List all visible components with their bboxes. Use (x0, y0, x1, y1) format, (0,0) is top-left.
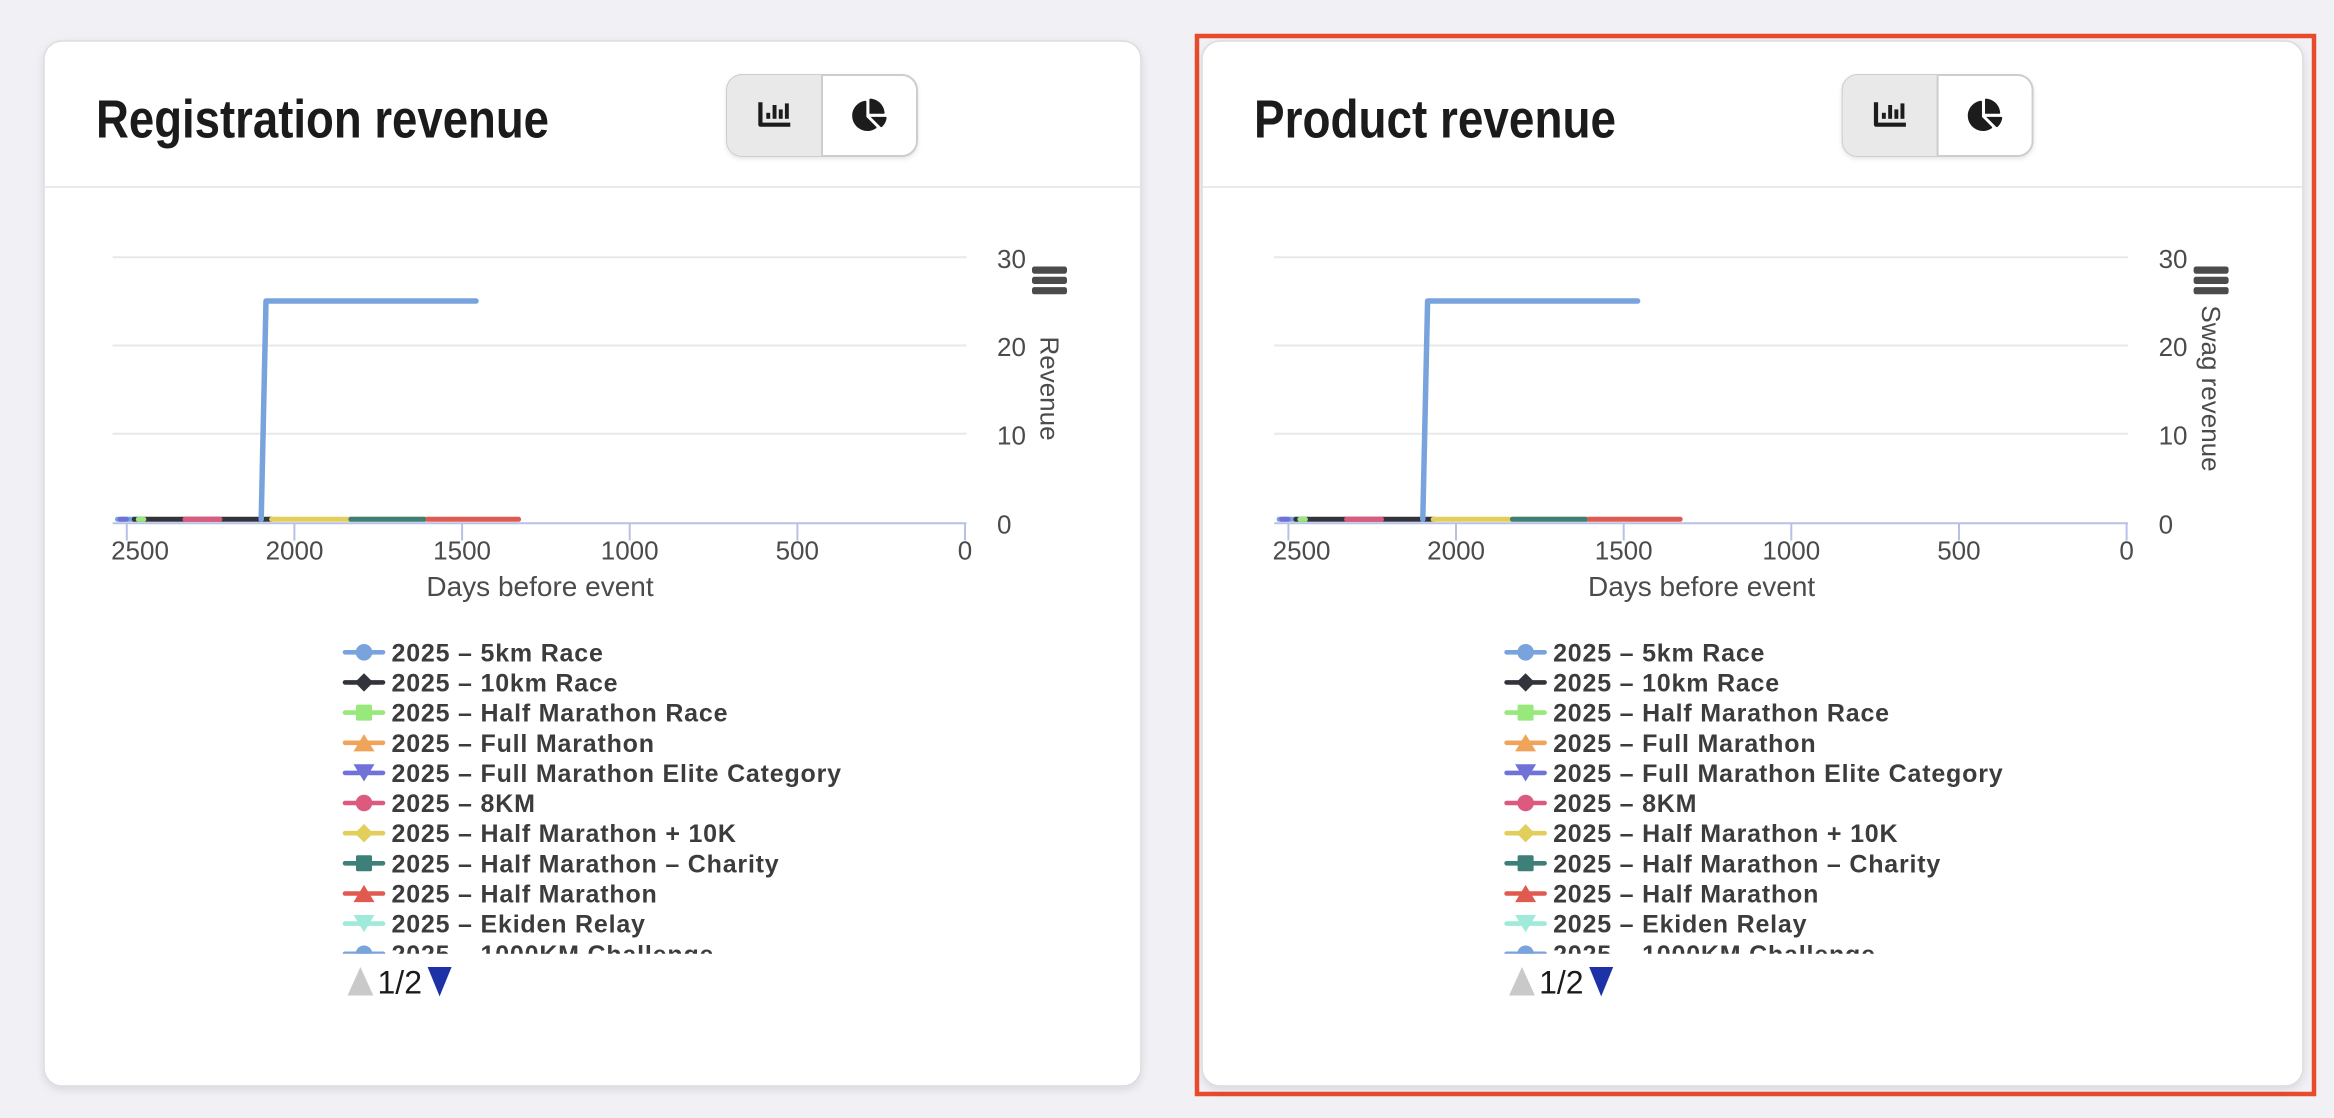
svg-text:1500: 1500 (1595, 536, 1653, 566)
svg-text:1000: 1000 (601, 536, 659, 566)
svg-text:2025 – Full Marathon: 2025 – Full Marathon (1553, 730, 1816, 758)
svg-text:2025 – Half Marathon – Charity: 2025 – Half Marathon – Charity (392, 850, 780, 878)
svg-text:2025 – 5km Race: 2025 – 5km Race (1553, 639, 1765, 667)
svg-text:30: 30 (997, 244, 1026, 274)
svg-text:2025 – 1000KM Challenge: 2025 – 1000KM Challenge (392, 941, 715, 969)
svg-text:2025 – 5km Race: 2025 – 5km Race (392, 639, 604, 667)
svg-text:500: 500 (1937, 536, 1980, 566)
svg-text:0: 0 (2119, 536, 2133, 566)
svg-text:500: 500 (776, 536, 819, 566)
svg-text:2025 – Half Marathon Race: 2025 – Half Marathon Race (1553, 700, 1890, 728)
svg-text:20: 20 (2159, 332, 2188, 362)
svg-text:0: 0 (2159, 510, 2173, 540)
svg-text:Registration revenue: Registration revenue (96, 90, 549, 150)
svg-text:2025 – Full Marathon Elite Cat: 2025 – Full Marathon Elite Category (1553, 760, 2003, 788)
svg-text:2025 – 10km Race: 2025 – 10km Race (1553, 669, 1780, 697)
svg-text:0: 0 (958, 536, 972, 566)
svg-text:0: 0 (997, 510, 1011, 540)
svg-text:2025 – Half Marathon + 10K: 2025 – Half Marathon + 10K (1553, 820, 1898, 848)
svg-text:2000: 2000 (266, 536, 324, 566)
svg-text:1/2: 1/2 (378, 965, 422, 1001)
svg-text:Days before event: Days before event (1588, 571, 1815, 602)
svg-text:2500: 2500 (111, 536, 169, 566)
svg-text:2500: 2500 (1273, 536, 1331, 566)
svg-text:2025 – Half Marathon Race: 2025 – Half Marathon Race (392, 700, 729, 728)
svg-text:Swag revenue: Swag revenue (2196, 305, 2226, 471)
svg-text:2025 – Half Marathon: 2025 – Half Marathon (392, 881, 658, 909)
svg-text:20: 20 (997, 332, 1026, 362)
svg-text:30: 30 (2159, 244, 2188, 274)
svg-text:2025 – 8KM: 2025 – 8KM (392, 790, 536, 818)
svg-text:2025 – 1000KM Challenge: 2025 – 1000KM Challenge (1553, 941, 1876, 969)
svg-text:2025 – 10km Race: 2025 – 10km Race (392, 669, 619, 697)
svg-text:10: 10 (2159, 420, 2188, 450)
svg-text:Revenue: Revenue (1035, 336, 1065, 440)
svg-text:1500: 1500 (433, 536, 491, 566)
svg-text:2025 – Full Marathon: 2025 – Full Marathon (392, 730, 655, 758)
svg-text:1/2: 1/2 (1539, 965, 1583, 1001)
svg-text:2025 – Half Marathon: 2025 – Half Marathon (1553, 881, 1819, 909)
svg-text:2025 – Half Marathon + 10K: 2025 – Half Marathon + 10K (392, 820, 737, 848)
svg-text:2025 – Ekiden Relay: 2025 – Ekiden Relay (392, 911, 646, 939)
svg-text:2025 – Full Marathon Elite Cat: 2025 – Full Marathon Elite Category (392, 760, 842, 788)
svg-text:Days before event: Days before event (426, 571, 653, 602)
svg-text:2025 – Half Marathon – Charity: 2025 – Half Marathon – Charity (1553, 850, 1941, 878)
svg-text:Product revenue: Product revenue (1254, 90, 1616, 150)
svg-text:1000: 1000 (1762, 536, 1820, 566)
svg-text:2025 – 8KM: 2025 – 8KM (1553, 790, 1697, 818)
svg-text:2025 – Ekiden Relay: 2025 – Ekiden Relay (1553, 911, 1807, 939)
svg-text:10: 10 (997, 420, 1026, 450)
svg-text:2000: 2000 (1427, 536, 1485, 566)
